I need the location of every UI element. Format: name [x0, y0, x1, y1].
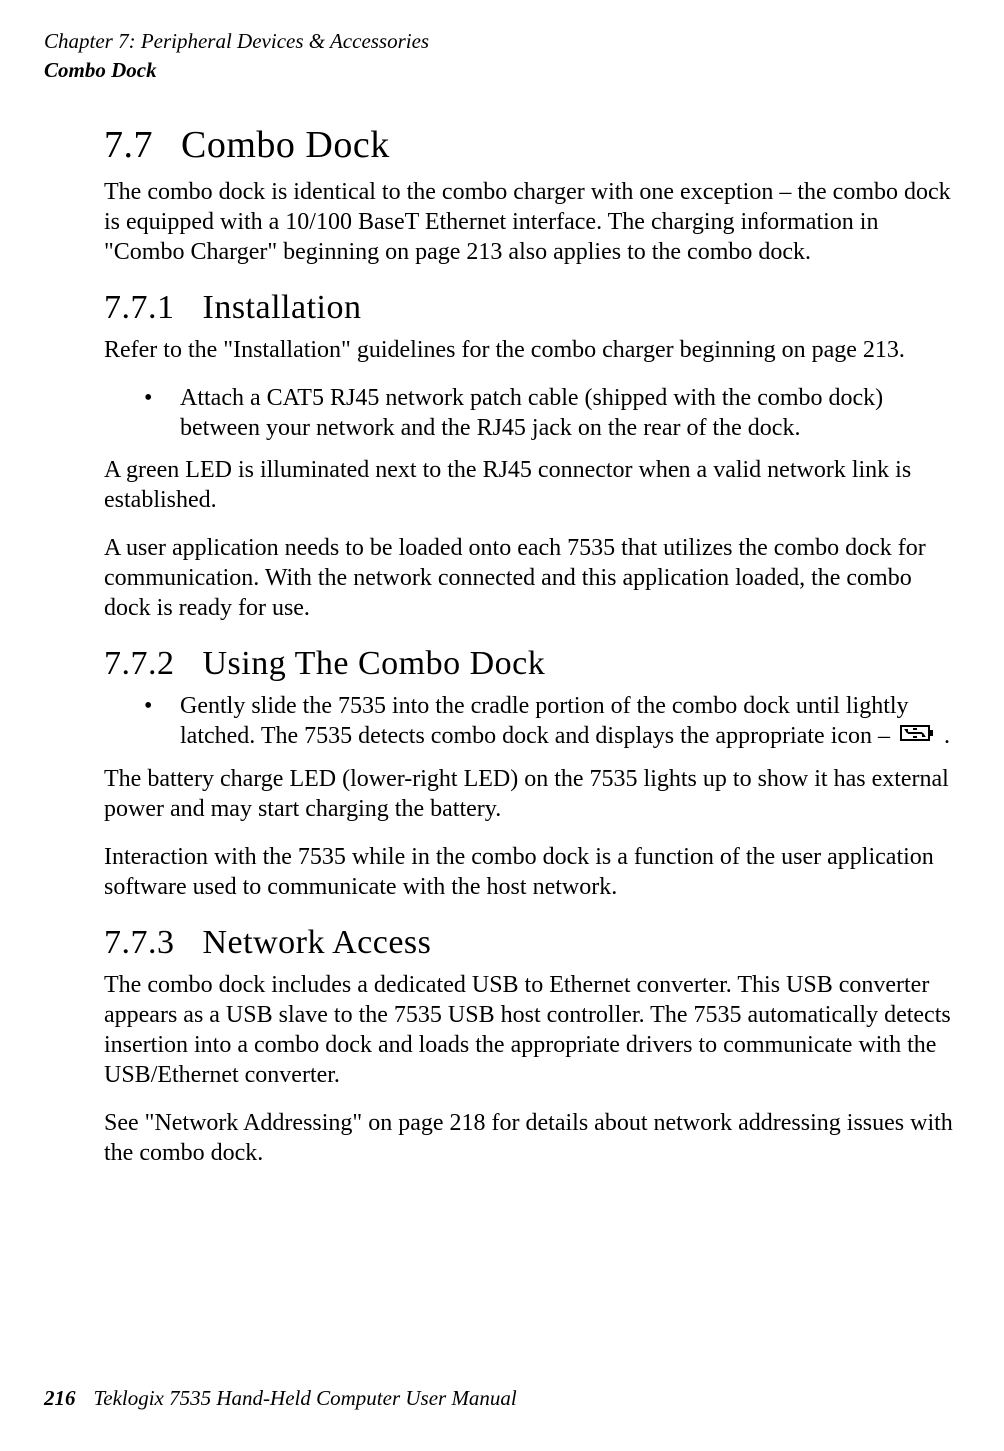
heading-number: 7.7	[104, 123, 153, 167]
page-number: 216	[44, 1386, 76, 1410]
list-item: Gently slide the 7535 into the cradle po…	[144, 691, 960, 752]
manual-title: Teklogix 7535 Hand-Held Computer User Ma…	[94, 1386, 517, 1410]
paragraph: The battery charge LED (lower-right LED)…	[104, 764, 960, 824]
page-footer: 216 Teklogix 7535 Hand-Held Computer User…	[44, 1386, 517, 1411]
paragraph: See "Network Addressing" on page 218 for…	[104, 1108, 960, 1168]
heading-7-7-3: 7.7.3 Network Access	[104, 924, 960, 962]
heading-7-7-2: 7.7.2 Using The Combo Dock	[104, 645, 960, 683]
paragraph: A green LED is illuminated next to the R…	[104, 455, 960, 515]
list-item: Attach a CAT5 RJ45 network patch cable (…	[144, 383, 960, 443]
paragraph: The combo dock is identical to the combo…	[104, 177, 960, 267]
header-section-text: Combo Dock	[44, 57, 960, 84]
bullet-list: Attach a CAT5 RJ45 network patch cable (…	[104, 383, 960, 443]
paragraph: A user application needs to be loaded on…	[104, 533, 960, 623]
heading-title: Network Access	[203, 924, 432, 961]
heading-number: 7.7.1	[104, 289, 175, 327]
paragraph: Refer to the "Installation" guidelines f…	[104, 335, 960, 365]
paragraph: Interaction with the 7535 while in the c…	[104, 842, 960, 902]
heading-title: Installation	[203, 289, 362, 326]
header-chapter-text: Chapter 7: Peripheral Devices & Accessor…	[44, 28, 960, 55]
bullet-list: Gently slide the 7535 into the cradle po…	[104, 691, 960, 752]
heading-7-7-1: 7.7.1 Installation	[104, 289, 960, 327]
heading-number: 7.7.2	[104, 645, 175, 683]
item-text-before: Gently slide the 7535 into the cradle po…	[180, 693, 909, 749]
heading-7-7: 7.7 Combo Dock	[104, 123, 960, 167]
heading-number: 7.7.3	[104, 924, 175, 962]
combo-dock-icon	[900, 722, 934, 752]
paragraph: The combo dock includes a dedicated USB …	[104, 970, 960, 1090]
heading-title: Using The Combo Dock	[203, 645, 546, 682]
main-content: 7.7 Combo Dock The combo dock is identica…	[44, 123, 960, 1168]
item-text-after: .	[938, 723, 950, 749]
heading-title: Combo Dock	[181, 124, 390, 166]
